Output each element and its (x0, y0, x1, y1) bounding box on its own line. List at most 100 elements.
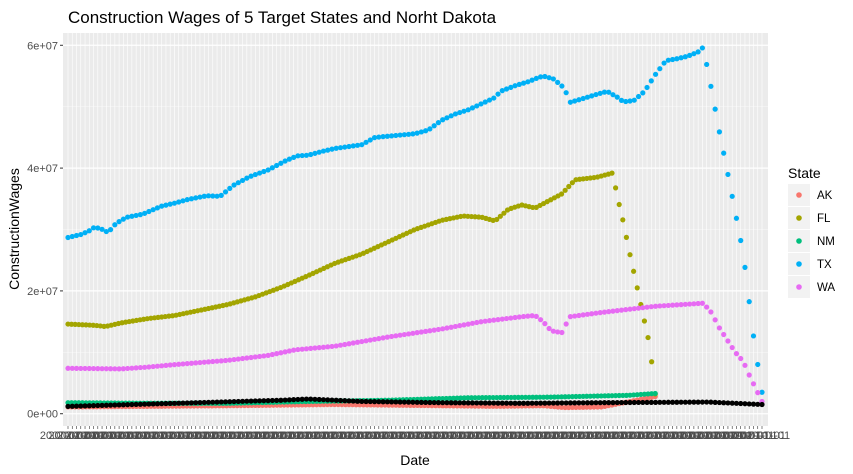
x-tick-label: 2007-01-01 (125, 430, 181, 442)
data-point (116, 219, 122, 225)
data-point (188, 196, 195, 202)
data-point (159, 203, 165, 209)
data-point (562, 394, 568, 400)
data-point (584, 404, 590, 410)
data-point (201, 193, 207, 199)
data-point (516, 314, 522, 320)
data-point (325, 147, 331, 153)
legend-title: State (788, 165, 821, 181)
data-point (142, 210, 148, 216)
data-point (525, 313, 531, 319)
data-point (533, 313, 539, 320)
data-point (742, 362, 748, 368)
data-point (569, 180, 575, 186)
y-tick-label: 4e+07 (27, 163, 58, 175)
x-tick-label: 2007-01-01 (159, 430, 215, 442)
data-point (99, 226, 105, 232)
data-point (652, 71, 659, 77)
data-point (90, 225, 97, 231)
data-point (687, 399, 693, 405)
data-point (239, 398, 246, 404)
data-point (116, 402, 122, 408)
x-tick-label: 2007-01-01 (568, 430, 624, 442)
data-point (180, 400, 186, 406)
data-point (350, 143, 356, 149)
data-point (205, 359, 212, 365)
data-point (623, 98, 629, 105)
data-point (755, 390, 761, 396)
data-point (584, 311, 591, 317)
data-point (569, 404, 575, 411)
data-point (567, 99, 574, 105)
data-point (584, 94, 591, 100)
data-point (278, 350, 284, 356)
data-point (261, 168, 267, 175)
data-point (721, 331, 727, 338)
data-point (107, 227, 114, 233)
x-tick-label: 2007-01-01 (168, 430, 224, 442)
data-point (497, 394, 503, 401)
data-point (423, 328, 429, 334)
data-point (465, 321, 471, 327)
data-point (499, 316, 505, 322)
data-point (573, 404, 579, 410)
data-point (576, 312, 582, 319)
data-point (618, 307, 625, 313)
x-tick-label: 2007-01-01 (696, 430, 752, 442)
data-point (154, 363, 161, 369)
x-tick-label: 2007-01-01 (491, 430, 547, 442)
data-point (559, 400, 565, 406)
x-tick-label: 2007-01-01 (270, 430, 326, 442)
data-point (295, 396, 301, 403)
data-point (618, 97, 625, 103)
data-point (529, 313, 535, 319)
data-point (515, 394, 521, 400)
data-point (486, 318, 493, 324)
x-tick-label: 2007-01-01 (670, 430, 726, 442)
x-tick-label: 2007-01-01 (48, 430, 104, 442)
data-point (512, 394, 518, 400)
data-point (665, 302, 671, 309)
data-point (427, 328, 433, 334)
data-point (669, 302, 676, 308)
data-point (248, 173, 254, 179)
data-point (65, 403, 71, 409)
major-y-gridlines (63, 44, 768, 415)
data-point (320, 344, 327, 350)
data-point (559, 83, 565, 89)
data-point (665, 57, 671, 63)
x-tick-label: 2007-01-01 (389, 430, 445, 442)
data-point (431, 327, 437, 333)
data-point (342, 398, 348, 404)
data-point (129, 401, 135, 408)
data-point (627, 252, 633, 258)
data-point (303, 346, 310, 352)
x-axis: 2007-01-012007-01-012007-01-012007-01-01… (40, 426, 790, 442)
legend-label: NM (817, 236, 835, 248)
data-point (125, 214, 131, 220)
data-point (363, 139, 369, 145)
data-point (146, 364, 152, 370)
data-point (576, 400, 582, 406)
data-point (444, 400, 450, 406)
data-point (339, 401, 345, 408)
x-tick-label: 2007-01-01 (542, 430, 598, 442)
data-point (716, 399, 723, 406)
data-point (457, 400, 463, 406)
data-point (674, 302, 680, 308)
data-point (620, 217, 626, 223)
data-point (384, 399, 390, 405)
x-tick-label: 2007-01-01 (363, 430, 419, 442)
data-point (235, 398, 241, 405)
data-point (704, 304, 710, 310)
data-point (312, 150, 318, 156)
data-point (342, 341, 348, 348)
data-point (695, 399, 701, 405)
data-point (566, 404, 572, 411)
data-point (393, 132, 399, 139)
data-point (635, 93, 642, 100)
data-point (562, 187, 568, 193)
data-point (567, 400, 574, 406)
legend-label: AK (817, 190, 833, 202)
data-point (652, 399, 659, 405)
